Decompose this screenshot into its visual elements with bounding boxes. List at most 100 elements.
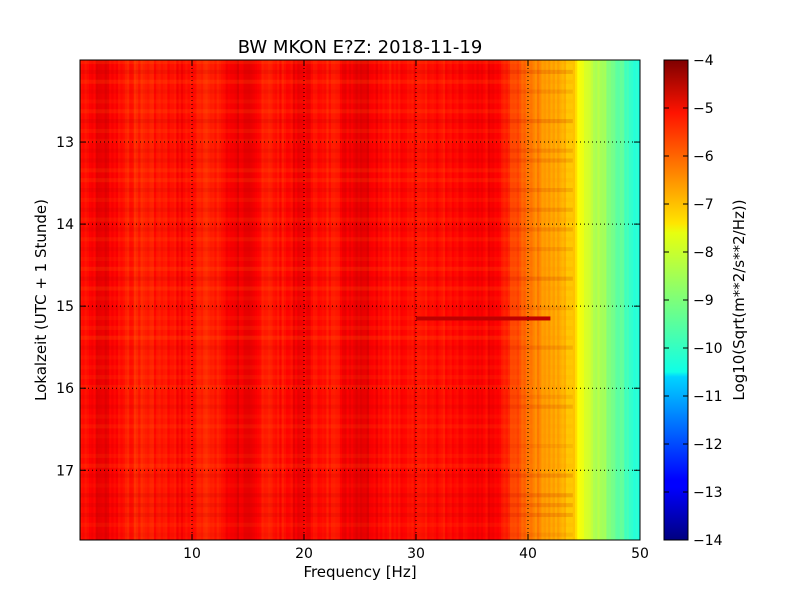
heatmap-column [158,60,162,540]
heatmap-column [622,60,625,540]
heatmap-column [617,60,621,540]
heatmap-column [460,60,464,540]
heatmap-column [512,60,516,540]
heatmap-column [389,60,392,540]
colorbar-tick-label: −13 [693,485,723,501]
heatmap-column [541,60,545,540]
heatmap-band [80,138,573,143]
heatmap-band [80,296,573,301]
heatmap-column [561,60,565,540]
heatmap-column [615,60,619,540]
heatmap-column [469,60,473,540]
heatmap-band [80,227,573,232]
heatmap-column [95,60,99,540]
heatmap-column [411,60,415,540]
heatmap-column [599,60,603,540]
heatmap-column [371,60,375,540]
heatmap-band [80,335,573,340]
heatmap-column [200,60,204,540]
y-axis-label: Lokalzeit (UTC + 1 Stunde) [32,199,50,401]
heatmap-column [120,60,124,540]
heatmap-band [80,532,573,537]
heatmap-column [424,60,428,540]
heatmap-column [183,60,186,540]
heatmap-column [543,60,547,540]
y-tick-label: 13 [56,135,74,151]
heatmap-column [418,60,422,540]
heatmap-band [80,69,573,74]
heatmap-column [521,60,525,540]
heatmap-column [192,60,195,540]
heatmap-column [351,60,354,540]
heatmap-column [335,60,339,540]
heatmap-column [386,60,390,540]
heatmap-band [80,217,573,222]
heatmap-column [144,60,148,540]
heatmap-column [433,60,437,540]
heatmap-column [375,60,379,540]
heatmap-column [436,60,439,540]
heatmap-column [498,60,502,540]
heatmap-column [360,60,363,540]
heatmap-band [80,493,573,498]
heatmap-column [176,60,180,540]
heatmap-column [539,60,543,540]
heatmap-column [523,60,527,540]
heatmap-column [536,60,540,540]
heatmap-column [153,60,157,540]
heatmap-column [324,60,327,540]
heatmap-column [330,60,334,540]
heatmap-band [80,453,573,458]
colorbar-tick-label: −14 [693,533,723,549]
heatmap-column [239,60,242,540]
heatmap-band [80,148,573,153]
heatmap-column [203,60,207,540]
heatmap-column [357,60,361,540]
heatmap-band [80,60,573,65]
heatmap-column [308,60,312,540]
heatmap-column [628,60,632,540]
heatmap-column [333,60,336,540]
heatmap-column [290,60,294,540]
heatmap-column [458,60,462,540]
heatmap-column [348,60,352,540]
colorbar-tick-label: −12 [693,437,723,453]
heatmap-column [575,60,578,540]
heatmap-column [129,60,133,540]
heatmap-column [342,60,345,540]
heatmap-column [492,60,495,540]
heatmap-band [80,503,573,508]
heatmap-column [588,60,592,540]
heatmap-column [97,60,101,540]
heatmap-column [111,60,115,540]
heatmap-column [223,60,227,540]
heatmap-column [232,60,236,540]
heatmap-band [80,355,573,360]
heatmap-column [169,60,173,540]
heatmap-band [80,483,573,488]
colorbar: −4 −5 −6 −7 −8 −9 −10 −11 −12 −13 −14 Log10(Sqrt(m… [663,53,748,549]
heatmap-column [516,60,520,540]
colorbar-tick-label: −10 [693,341,723,357]
heatmap-column [467,60,471,540]
heatmap-band [80,188,573,193]
heatmap-column [590,60,594,540]
heatmap-column [577,60,581,540]
heatmap-band [80,394,573,399]
heatmap-band [80,119,573,124]
heatmap-column [449,60,453,540]
heatmap-band [80,178,573,183]
heatmap-column [552,60,556,540]
heatmap-band [80,158,573,163]
heatmap-column [151,60,155,540]
heatmap-column [364,60,368,540]
heatmap-column [472,60,475,540]
heatmap-column [118,60,121,540]
heatmap-column [570,60,574,540]
heatmap-column [402,60,406,540]
heatmap-column [88,60,92,540]
heatmap-column [407,60,410,540]
heatmap-column [216,60,220,540]
heatmap-column [321,60,325,540]
heatmap-column [147,60,151,540]
